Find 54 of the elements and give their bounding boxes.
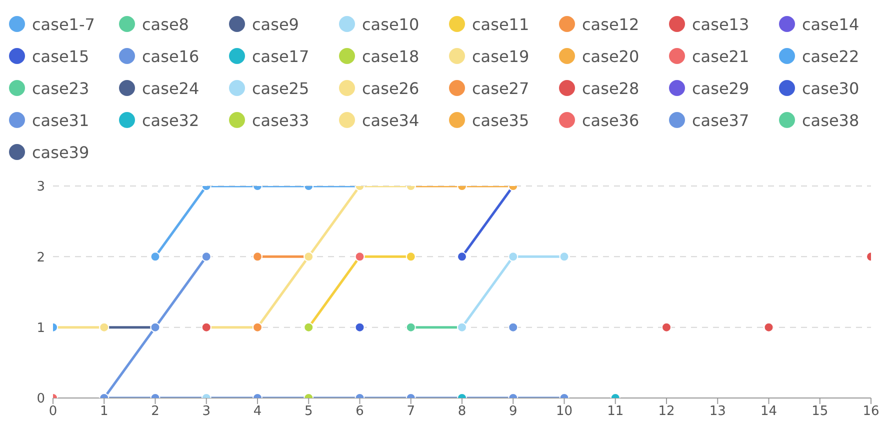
legend-label: case12 [582, 14, 640, 34]
y-tick-label: 3 [36, 180, 45, 195]
x-tick-label: 16 [862, 404, 880, 420]
x-tick-label: 14 [760, 404, 778, 420]
x-tick-label: 10 [556, 404, 573, 420]
x-tick-label: 0 [48, 404, 58, 420]
x-tick-label: 12 [658, 404, 675, 420]
x-tick-label: 3 [202, 404, 211, 420]
legend-label: case34 [362, 110, 420, 130]
legend-label: case18 [362, 46, 420, 66]
y-tick-label: 0 [36, 392, 45, 407]
legend-label: case1-7 [32, 14, 95, 34]
legend-label: case9 [252, 14, 299, 34]
legend-label: case30 [802, 78, 860, 98]
y-tick-label: 2 [36, 250, 45, 266]
legend-label: case33 [252, 110, 310, 130]
x-tick-label: 5 [304, 404, 313, 420]
legend-label: case36 [582, 110, 640, 130]
x-tick-label: 4 [253, 404, 262, 420]
legend-label: case10 [362, 14, 420, 34]
legend-label: case22 [802, 46, 860, 66]
x-tick-label: 11 [607, 404, 624, 420]
legend-label: case14 [802, 14, 860, 34]
x-tick-label: 1 [100, 404, 108, 420]
legend-label: case23 [32, 78, 90, 98]
legend-label: case16 [142, 46, 200, 66]
legend-label: case21 [692, 46, 750, 66]
legend-label: case20 [582, 46, 640, 66]
legend-label: case17 [252, 46, 310, 66]
x-tick-label: 2 [151, 404, 160, 420]
legend-label: case11 [472, 14, 530, 34]
x-tick-label: 9 [508, 404, 518, 420]
legend-label: case32 [142, 110, 200, 130]
legend-label: case27 [472, 78, 530, 98]
legend-label: case39 [32, 142, 90, 162]
legend-label: case25 [252, 78, 310, 98]
x-tick-label: 8 [458, 404, 466, 420]
legend-label: case37 [692, 110, 750, 130]
legend-label: case35 [472, 110, 530, 130]
x-tick-label: 6 [356, 404, 364, 420]
legend-label: case38 [802, 110, 860, 130]
x-tick-label: 13 [709, 404, 726, 420]
legend-label: case15 [32, 46, 90, 66]
legend-label: case19 [472, 46, 530, 66]
x-tick-label: 7 [406, 404, 416, 420]
legend-label: case24 [142, 78, 200, 98]
legend-label: case13 [692, 14, 750, 34]
y-tick-label: 1 [36, 320, 45, 336]
x-tick-label: 15 [812, 404, 828, 420]
legend-label: case29 [692, 78, 750, 98]
legend-label: case31 [32, 110, 90, 130]
legend-label: case28 [582, 78, 640, 98]
legend-label: case26 [362, 78, 420, 98]
legend-label: case8 [142, 14, 189, 34]
